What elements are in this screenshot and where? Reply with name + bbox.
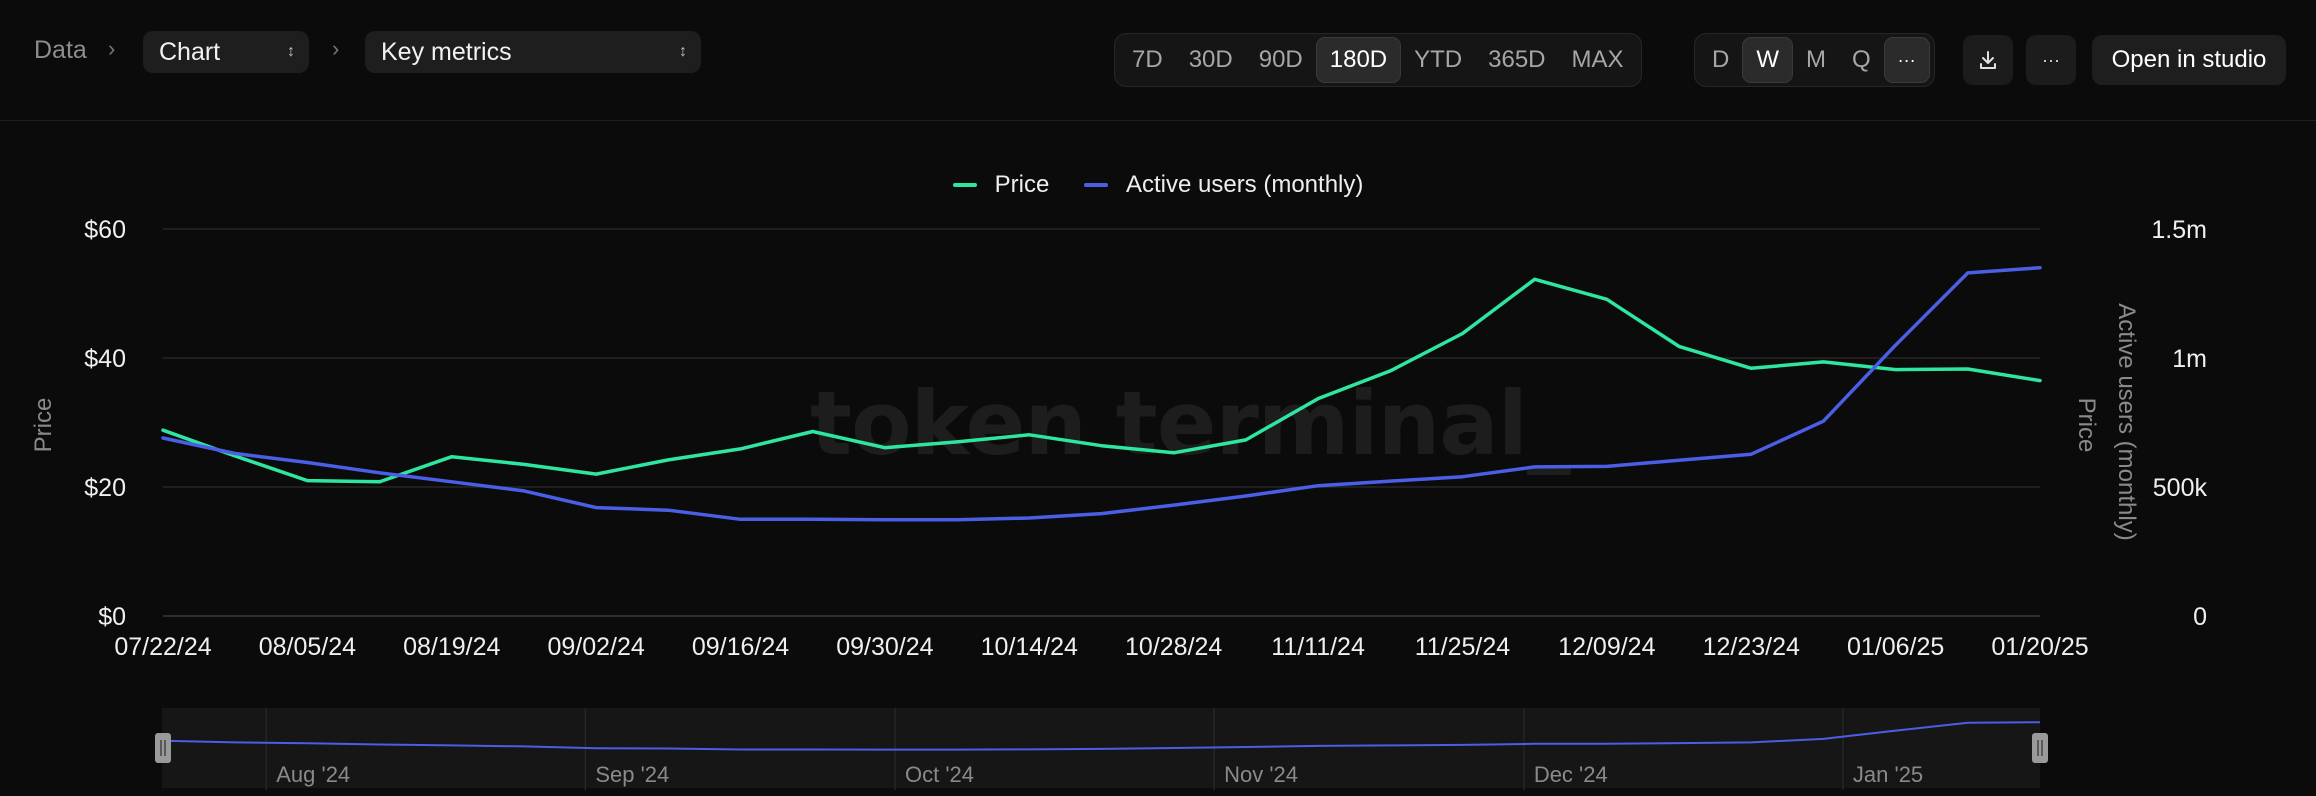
x-tick-label: 09/02/24 (547, 633, 644, 661)
y-tick-label-left: $20 (84, 474, 126, 502)
granularity-group: D W M Q ··· (1694, 33, 1935, 87)
x-tick-label: 01/06/25 (1847, 633, 1944, 661)
x-tick-label: 12/23/24 (1703, 633, 1800, 661)
y-tick-label-right: 500k (2153, 474, 2208, 502)
range-ytd[interactable]: YTD (1414, 46, 1463, 73)
range-7d[interactable]: 7D (1132, 46, 1163, 73)
legend-item-active-users[interactable]: Active users (monthly) (1083, 171, 1364, 199)
y-tick-label-left: $60 (84, 216, 126, 244)
x-tick-label: 01/20/25 (1991, 633, 2088, 661)
chevron-up-down-icon: ↕ (679, 43, 687, 60)
chart-legend: Price Active users (monthly) (0, 166, 2316, 199)
granularity-week[interactable]: W (1742, 37, 1793, 83)
navigator-handle-left (155, 733, 171, 763)
breadcrumb-data[interactable]: Data (34, 36, 87, 64)
range-max[interactable]: MAX (1571, 46, 1624, 73)
chevron-right-icon: › (332, 36, 340, 61)
granularity-more-button[interactable]: ··· (1883, 37, 1930, 83)
legend-label: Price (994, 171, 1050, 198)
y-tick-label-left: $40 (84, 345, 126, 373)
legend-swatch (1083, 183, 1108, 187)
navigator-series-line (162, 721, 2041, 751)
x-tick-label: 11/11/24 (1271, 633, 1365, 661)
navigator-month-label: Sep '24 (595, 762, 669, 787)
navigator-month-label: Dec '24 (1534, 762, 1608, 787)
chart-type-select[interactable]: Chart ↕ (143, 31, 309, 73)
download-icon (1980, 51, 1996, 69)
open-in-studio-button[interactable]: Open in studio (2092, 35, 2286, 85)
granularity-month[interactable]: M (1806, 46, 1826, 73)
range-365d[interactable]: 365D (1488, 46, 1546, 73)
x-tick-label: 12/09/24 (1558, 633, 1655, 661)
series-line-price (161, 277, 2042, 484)
series-line-active-users-monthly (161, 265, 2042, 522)
y-tick-label-right: 0 (2193, 603, 2207, 631)
more-options-button[interactable]: ··· (2026, 35, 2076, 85)
legend-item-price[interactable]: Price (952, 171, 1050, 199)
granularity-day[interactable]: D (1712, 46, 1730, 73)
x-tick-label: 10/14/24 (981, 633, 1078, 661)
x-tick-label: 07/22/24 (114, 633, 211, 661)
y-tick-label-left: $0 (98, 603, 126, 631)
range-180d[interactable]: 180D (1315, 37, 1402, 83)
line-chart[interactable]: $0 0 $20 500k $40 1m $60 1.5m 07/22/24 08/05/24 08… (0, 0, 2316, 700)
top-toolbar: Data › Chart ↕ › Key metrics ↕ 7D 30D 90… (0, 0, 2316, 121)
granularity-quarter[interactable]: Q (1852, 46, 1871, 73)
navigator-month-label: Jan '25 (1853, 762, 1923, 787)
legend-swatch (952, 183, 977, 187)
range-30d[interactable]: 30D (1188, 46, 1233, 73)
metric-select[interactable]: Key metrics ↕ (365, 31, 701, 73)
chevron-up-down-icon: ↕ (287, 43, 295, 60)
x-tick-label: 09/30/24 (836, 633, 933, 661)
chart-type-select-label: Chart (159, 38, 221, 66)
y-tick-label-right: 1m (2172, 345, 2207, 373)
x-tick-label: 08/19/24 (403, 633, 500, 661)
x-tick-label: 08/05/24 (259, 633, 356, 661)
y-tick-label-right: 1.5m (2151, 216, 2207, 244)
navigator-handle-right (2032, 733, 2048, 763)
legend-label: Active users (monthly) (1125, 171, 1364, 198)
x-tick-label: 09/16/24 (692, 633, 789, 661)
navigator-month-label: Oct '24 (905, 762, 974, 787)
range-90d[interactable]: 90D (1258, 46, 1303, 73)
x-tick-label: 11/25/24 (1415, 633, 1511, 661)
time-range-group: 7D 30D 90D 180D YTD 365D MAX (1114, 33, 1642, 87)
metric-select-label: Key metrics (381, 38, 512, 66)
navigator-month-label: Aug '24 (276, 762, 350, 787)
x-tick-label: 10/28/24 (1125, 633, 1222, 661)
chevron-right-icon: › (108, 36, 116, 61)
navigator-month-label: Nov '24 (1224, 762, 1298, 787)
download-button[interactable] (1963, 35, 2013, 85)
watermark: token terminal_ (810, 372, 1571, 475)
